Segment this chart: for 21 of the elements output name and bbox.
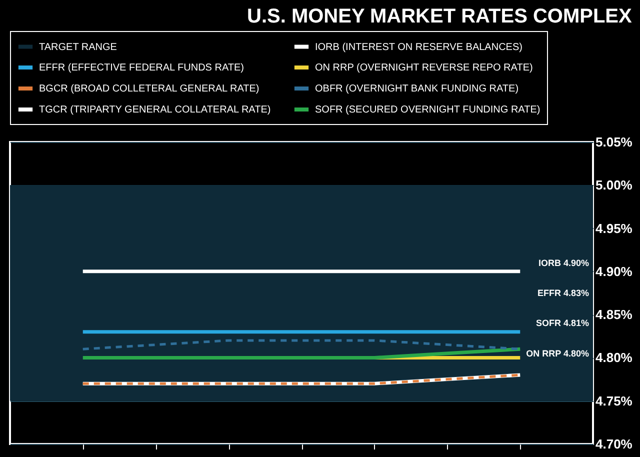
y-tick-label: 4.85% [596, 307, 633, 322]
legend-label: TGCR (TRIPARTY GENERAL COLLATERAL RATE) [39, 104, 271, 116]
annotation: IORB 4.90% [538, 258, 589, 268]
legend-label: BGCR (BROAD COLLETERAL GENERAL RATE) [39, 84, 260, 94]
y-tick-label: 4.90% [596, 264, 633, 279]
annotation: ON RRP 4.80% [526, 348, 589, 358]
annotation: EFFR 4.83% [537, 288, 589, 298]
chart-title: U.S. MONEY MARKET RATES COMPLEX [247, 6, 633, 28]
y-tick-label: 4.70% [596, 436, 633, 452]
legend-label: OBFR (OVERNIGHT BANK FUNDING RATE) [315, 84, 519, 94]
y-tick-label: 5.05% [596, 134, 633, 150]
y-tick-label: 4.75% [596, 393, 633, 408]
legend-label: TARGET RANGE [39, 42, 118, 53]
legend-label: IORB (INTEREST ON RESERVE BALANCES) [315, 42, 522, 53]
legend-label: ON RRP (OVERNIGHT REVERSE REPO RATE) [315, 62, 533, 74]
y-tick-label: 4.95% [596, 220, 633, 236]
legend-label: SOFR (SECURED OVERNIGHT FUNDING RATE) [315, 104, 540, 116]
y-tick-label: 5.00% [596, 178, 633, 193]
y-tick-label: 4.80% [596, 350, 633, 366]
legend-label: EFFR (EFFECTIVE FEDERAL FUNDS RATE) [39, 62, 244, 74]
annotation: SOFR 4.81% [536, 318, 589, 328]
